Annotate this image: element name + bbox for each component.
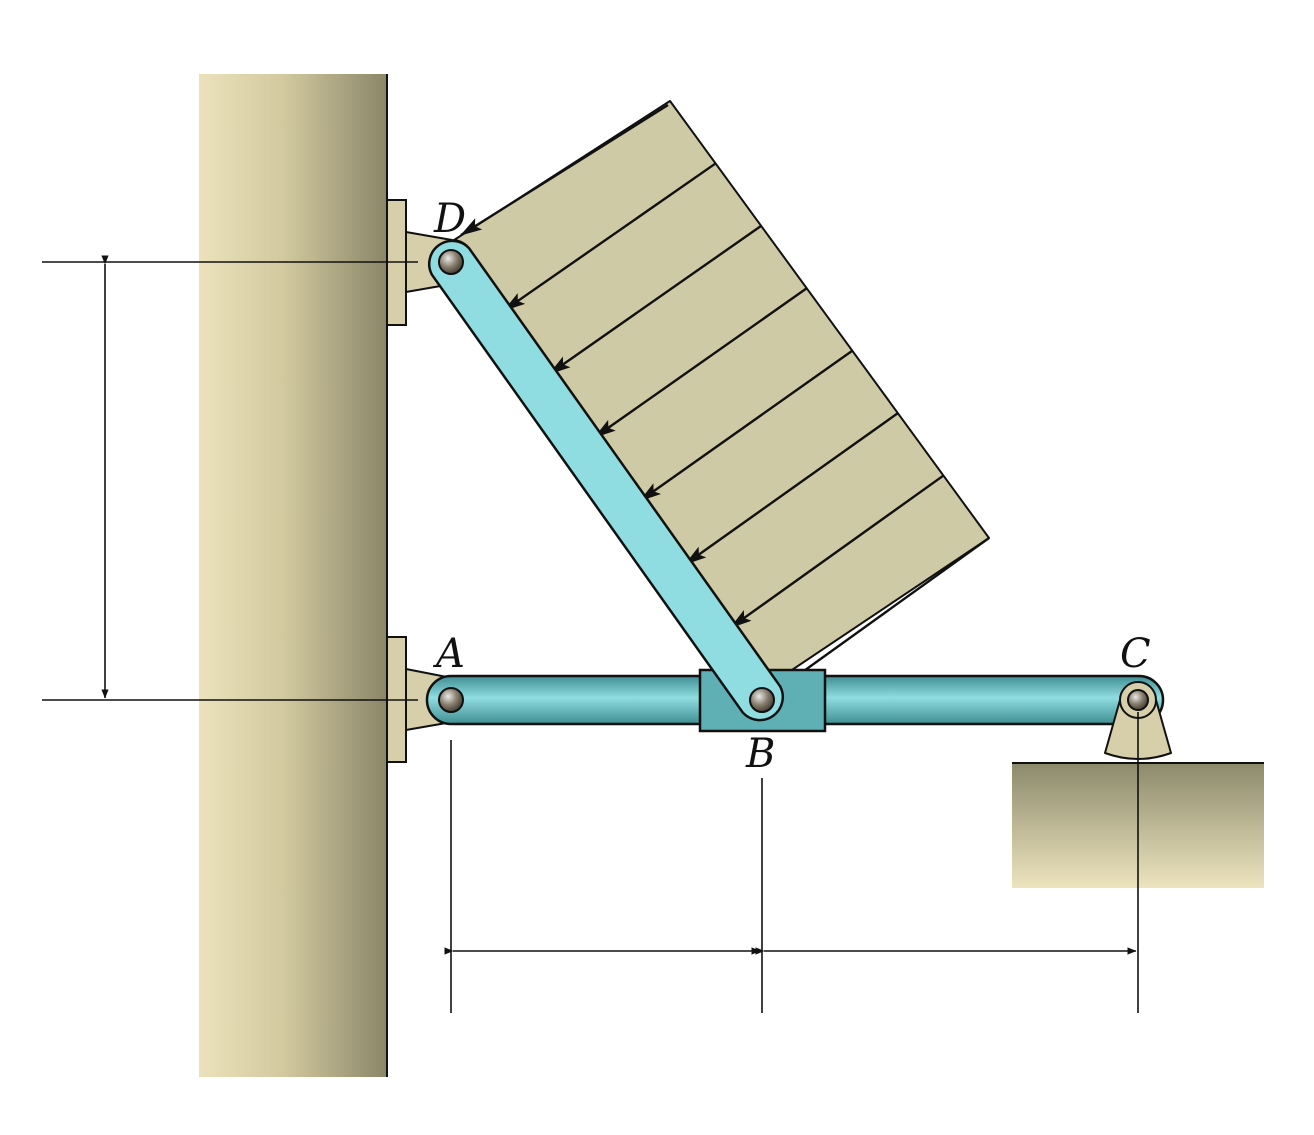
load-arrow	[729, 474, 945, 629]
label-C: C	[1120, 631, 1151, 677]
load-arrows	[460, 103, 990, 692]
load-arrow	[775, 537, 990, 692]
load-arrow	[548, 224, 762, 375]
load-arrow	[684, 412, 899, 566]
load-arrow	[639, 349, 853, 502]
column	[199, 74, 387, 1077]
label-D: D	[433, 196, 466, 242]
pin-B	[749, 687, 775, 713]
pin-A	[438, 687, 464, 713]
load-arrow	[593, 287, 808, 439]
load-arrow	[460, 103, 669, 237]
pin-C	[1127, 689, 1149, 711]
label-B: B	[745, 731, 775, 777]
member-DB	[427, 239, 785, 722]
load-arrow	[503, 162, 717, 312]
pin-D	[438, 249, 464, 275]
dimension-lines	[101, 255, 1137, 955]
label-A: A	[432, 631, 465, 677]
